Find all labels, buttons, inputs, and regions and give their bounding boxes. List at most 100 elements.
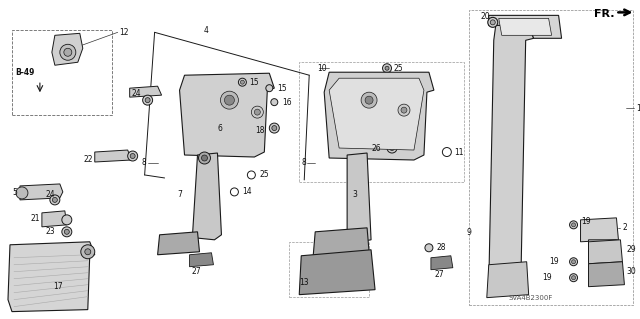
Circle shape xyxy=(252,106,263,118)
Circle shape xyxy=(401,107,407,113)
Text: 2: 2 xyxy=(623,223,627,232)
Text: 8: 8 xyxy=(301,159,306,167)
Text: SVA4B2300F: SVA4B2300F xyxy=(509,295,553,300)
Circle shape xyxy=(488,17,498,27)
Polygon shape xyxy=(189,253,214,267)
Circle shape xyxy=(52,197,58,202)
Circle shape xyxy=(425,244,433,252)
Bar xyxy=(12,30,112,115)
Circle shape xyxy=(271,99,278,106)
Text: 19: 19 xyxy=(542,273,552,282)
Circle shape xyxy=(230,188,238,196)
Text: 18: 18 xyxy=(255,126,264,135)
Circle shape xyxy=(387,143,397,153)
Text: 27: 27 xyxy=(192,267,202,276)
Circle shape xyxy=(238,78,246,86)
Circle shape xyxy=(266,85,273,92)
Circle shape xyxy=(254,109,260,115)
Text: 29: 29 xyxy=(627,245,636,254)
Circle shape xyxy=(572,223,575,227)
Polygon shape xyxy=(42,211,67,227)
Circle shape xyxy=(490,20,495,25)
Circle shape xyxy=(361,92,377,108)
Circle shape xyxy=(365,96,373,104)
Text: 13: 13 xyxy=(300,278,309,287)
Polygon shape xyxy=(487,262,529,298)
Circle shape xyxy=(130,153,135,159)
Text: 6: 6 xyxy=(218,123,222,133)
Text: 14: 14 xyxy=(243,188,252,197)
Circle shape xyxy=(442,147,451,157)
Circle shape xyxy=(84,249,91,255)
Polygon shape xyxy=(347,153,371,244)
Text: 21: 21 xyxy=(30,214,40,223)
Circle shape xyxy=(225,95,234,105)
Polygon shape xyxy=(8,242,95,312)
Circle shape xyxy=(50,195,60,205)
Text: 22: 22 xyxy=(83,155,93,165)
Polygon shape xyxy=(489,25,534,295)
Text: 17: 17 xyxy=(53,282,63,291)
Circle shape xyxy=(570,274,577,282)
Text: 23: 23 xyxy=(45,227,55,236)
Text: 25: 25 xyxy=(393,64,403,73)
Polygon shape xyxy=(589,262,625,287)
Circle shape xyxy=(385,66,389,70)
Circle shape xyxy=(198,152,211,164)
Text: 3: 3 xyxy=(352,190,357,199)
Circle shape xyxy=(383,64,392,73)
Text: 24: 24 xyxy=(132,89,141,98)
Circle shape xyxy=(16,187,28,199)
Circle shape xyxy=(60,44,76,60)
Polygon shape xyxy=(489,15,561,38)
Text: 4: 4 xyxy=(204,26,209,35)
Polygon shape xyxy=(20,184,63,200)
Text: 11: 11 xyxy=(454,147,463,157)
Circle shape xyxy=(398,104,410,116)
Text: 30: 30 xyxy=(627,267,636,276)
Text: 24: 24 xyxy=(45,190,54,199)
Text: B-49: B-49 xyxy=(15,68,35,77)
Text: 20: 20 xyxy=(481,12,491,21)
Text: 26: 26 xyxy=(371,144,381,152)
Text: 19: 19 xyxy=(582,217,591,226)
Bar xyxy=(469,11,634,305)
Circle shape xyxy=(390,145,394,151)
Circle shape xyxy=(202,155,207,161)
Text: 9: 9 xyxy=(467,228,472,237)
Polygon shape xyxy=(130,86,161,97)
Text: 28: 28 xyxy=(437,243,446,252)
Circle shape xyxy=(220,91,238,109)
Polygon shape xyxy=(95,150,132,162)
Text: 7: 7 xyxy=(178,190,182,199)
Text: 10: 10 xyxy=(317,64,327,73)
Polygon shape xyxy=(580,218,618,242)
Circle shape xyxy=(81,245,95,259)
Circle shape xyxy=(572,276,575,280)
Circle shape xyxy=(248,171,255,179)
Polygon shape xyxy=(589,240,618,262)
Polygon shape xyxy=(329,78,424,150)
Polygon shape xyxy=(300,250,375,295)
Text: 27: 27 xyxy=(434,270,444,279)
Circle shape xyxy=(572,260,575,264)
Circle shape xyxy=(269,123,279,133)
Text: 15: 15 xyxy=(277,84,287,93)
Text: 8: 8 xyxy=(142,159,147,167)
Circle shape xyxy=(570,221,577,229)
Circle shape xyxy=(62,227,72,237)
Text: 5: 5 xyxy=(12,189,17,197)
Circle shape xyxy=(143,95,152,105)
Text: 12: 12 xyxy=(120,28,129,37)
Text: 16: 16 xyxy=(282,98,292,107)
Circle shape xyxy=(241,80,244,84)
Polygon shape xyxy=(52,33,83,65)
Text: 1: 1 xyxy=(636,104,640,113)
Bar xyxy=(300,62,464,182)
Polygon shape xyxy=(499,19,552,35)
Polygon shape xyxy=(157,232,200,255)
Polygon shape xyxy=(193,153,221,240)
Text: 15: 15 xyxy=(250,78,259,87)
Text: 25: 25 xyxy=(259,170,269,180)
Circle shape xyxy=(65,229,69,234)
